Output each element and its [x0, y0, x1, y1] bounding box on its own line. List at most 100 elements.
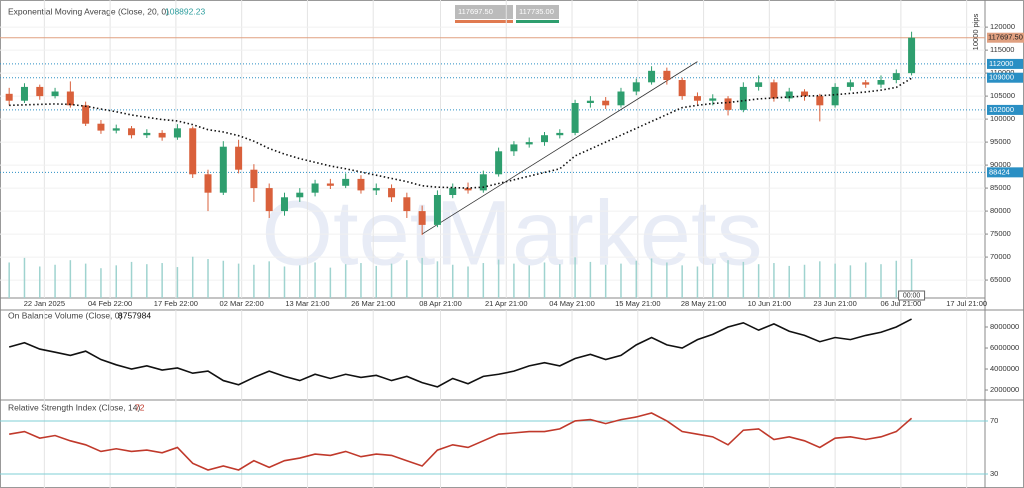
- y-tick-label: 100000: [990, 114, 1015, 123]
- candle-body: [219, 146, 227, 193]
- candle-body: [280, 197, 288, 212]
- x-tick-label: 17 Jul 21:00: [946, 299, 987, 308]
- indicator-line: [9, 412, 913, 471]
- y-tick-label: 115000: [990, 45, 1014, 54]
- trendline: [421, 61, 698, 235]
- candle-body: [602, 100, 610, 106]
- candle-body: [357, 178, 365, 191]
- candle-body: [892, 73, 900, 81]
- candle-body: [739, 86, 747, 110]
- candle-body: [556, 132, 564, 136]
- y-tick-label: 110000: [990, 68, 1014, 77]
- candle-body: [250, 169, 258, 189]
- x-tick-label: 26 Mar 21:00: [351, 299, 395, 308]
- y-tick-label: 85000: [990, 183, 1011, 192]
- candle-body: [235, 146, 243, 170]
- time-box: [898, 290, 926, 301]
- level-box: [987, 72, 1023, 83]
- candle-body: [877, 80, 885, 85]
- indicator-title: Exponential Moving Average (Close, 20, 0…: [8, 6, 169, 16]
- candle-body: [36, 86, 44, 97]
- level-label: 109000: [989, 73, 1014, 82]
- indicator-line: [8, 318, 912, 388]
- y-tick-label: 75000: [990, 229, 1011, 238]
- candle-body: [693, 96, 701, 101]
- y-tick-label: 70: [990, 416, 998, 425]
- candle-body: [541, 135, 549, 143]
- candle-body: [311, 183, 319, 193]
- candle-body: [128, 128, 136, 136]
- candle-body: [204, 174, 212, 193]
- candle-body: [265, 188, 273, 212]
- candle-body: [189, 128, 197, 175]
- x-tick-label: 17 Feb 22:00: [154, 299, 198, 308]
- candle-body: [571, 103, 579, 133]
- candle-body: [372, 188, 380, 191]
- ema-line: [9, 77, 912, 189]
- candle-body: [785, 91, 793, 99]
- bid-button[interactable]: [455, 5, 513, 19]
- level-box: [987, 58, 1023, 69]
- x-tick-label: 04 Feb 22:00: [88, 299, 132, 308]
- candle-body: [678, 80, 686, 97]
- candle-body: [51, 91, 59, 97]
- y-tick-label: 95000: [990, 137, 1011, 146]
- candle-body: [709, 98, 717, 101]
- candle-body: [173, 128, 181, 138]
- candle-body: [510, 144, 518, 152]
- x-tick-label: 22 Jan 2025: [24, 299, 65, 308]
- y-tick-label: 70000: [990, 252, 1011, 261]
- time-label: 00:00: [903, 292, 921, 299]
- ask-price[interactable]: 117735.00: [519, 7, 554, 16]
- indicator-value: 8757984: [118, 310, 151, 320]
- level-label: 88424: [989, 167, 1010, 176]
- candle-body: [418, 211, 426, 225]
- indicator-title: Relative Strength Index (Close, 14): [8, 402, 140, 412]
- watermark: OtetMarkets: [261, 182, 762, 284]
- candle-body: [20, 86, 28, 101]
- bid-price[interactable]: 117697.50: [458, 7, 493, 16]
- candle-body: [433, 194, 441, 225]
- x-tick-label: 28 May 21:00: [681, 299, 726, 308]
- x-tick-label: 04 May 21:00: [549, 299, 594, 308]
- candle-body: [862, 82, 870, 85]
- y-tick-label: 30: [990, 469, 998, 478]
- candle-body: [449, 188, 457, 195]
- candle-body: [770, 82, 778, 99]
- candle-body: [112, 128, 120, 131]
- candle-body: [143, 132, 151, 136]
- level-label: 102000: [989, 105, 1014, 114]
- x-tick-label: 15 May 21:00: [615, 299, 660, 308]
- candle-body: [617, 91, 625, 106]
- candle-body: [663, 70, 671, 81]
- x-tick-label: 08 Apr 21:00: [419, 299, 462, 308]
- candle-body: [816, 96, 824, 106]
- y-tick-label: 6000000: [990, 343, 1019, 352]
- axis-unit: 10000 pips: [971, 13, 980, 50]
- candle-body: [5, 93, 13, 101]
- x-tick-label: 13 Mar 21:00: [285, 299, 329, 308]
- candle-body: [342, 178, 350, 186]
- candle-body: [525, 142, 533, 145]
- candle-body: [66, 91, 74, 106]
- indicator-value: 72: [135, 402, 145, 412]
- candle-body: [82, 105, 90, 124]
- candle-body: [326, 183, 334, 186]
- x-tick-label: 02 Mar 22:00: [220, 299, 264, 308]
- y-tick-label: 2000000: [990, 385, 1019, 394]
- x-tick-label: 21 Apr 21:00: [485, 299, 528, 308]
- candle-body: [586, 100, 594, 104]
- candle-body: [908, 37, 916, 74]
- candle-body: [495, 151, 503, 175]
- last-price-box: [987, 32, 1024, 43]
- candle-body: [296, 192, 304, 198]
- candle-body: [632, 82, 640, 92]
- candle-body: [97, 123, 105, 131]
- ask-bar: [516, 20, 559, 23]
- ask-button[interactable]: [516, 5, 559, 19]
- candle-body: [158, 132, 166, 138]
- level-box: [987, 104, 1023, 115]
- candle-body: [388, 188, 396, 198]
